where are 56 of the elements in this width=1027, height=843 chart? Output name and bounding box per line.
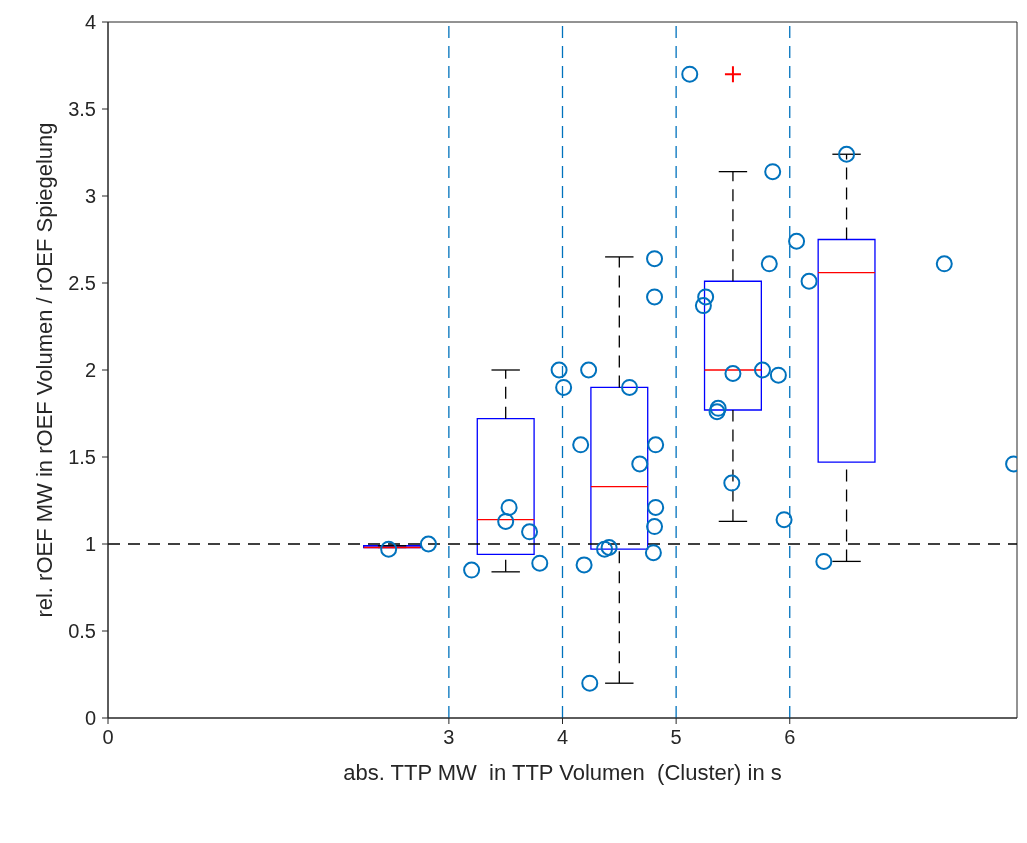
point — [681, 65, 699, 83]
y-tick-label: 3 — [84, 185, 96, 208]
point — [575, 556, 593, 574]
x-tick-label: 4 — [556, 726, 569, 749]
point — [550, 361, 568, 379]
point — [646, 518, 664, 536]
point — [380, 540, 398, 558]
point — [753, 361, 771, 379]
point — [769, 366, 787, 384]
point — [935, 255, 953, 273]
y-tick-label: 3.5 — [68, 98, 96, 121]
point — [709, 399, 727, 417]
point — [581, 674, 599, 692]
y-tick-label: 1 — [84, 533, 96, 556]
point — [800, 272, 818, 290]
point — [815, 552, 833, 570]
point — [697, 288, 715, 306]
point — [621, 378, 639, 396]
x-tick-label: 6 — [784, 726, 796, 749]
point — [760, 255, 778, 273]
point — [647, 436, 665, 454]
point — [775, 511, 793, 529]
point — [708, 403, 726, 421]
point — [838, 145, 856, 163]
point — [724, 364, 742, 382]
point — [572, 436, 590, 454]
y-tick-label: 4 — [84, 11, 96, 34]
point — [647, 498, 665, 516]
point — [555, 378, 573, 396]
point — [497, 512, 515, 530]
point — [580, 361, 598, 379]
point — [723, 474, 741, 492]
x-tick-label: 5 — [670, 726, 682, 749]
point — [500, 498, 518, 516]
point — [646, 250, 664, 268]
point — [631, 455, 649, 473]
point — [694, 297, 712, 315]
point — [764, 163, 782, 181]
x-axis-title: abs. TTP MW in TTP Volumen (Cluster) in s — [343, 760, 782, 785]
point — [521, 523, 539, 541]
x-tick-label: 0 — [102, 726, 114, 749]
point — [788, 232, 806, 250]
point — [419, 535, 437, 553]
y-axis-title: rel. rOEF MW in rOEF Volumen / rOEF Spiegelung — [32, 122, 57, 618]
point — [644, 544, 662, 562]
point — [463, 561, 481, 579]
x-tick-label: 3 — [443, 726, 455, 749]
y-tick-label: 1.5 — [68, 446, 96, 469]
y-tick-label: 2 — [84, 359, 96, 382]
point — [646, 288, 664, 306]
y-tick-label: 0 — [84, 707, 96, 730]
point — [596, 540, 614, 558]
y-tick-label: 0.5 — [68, 620, 96, 643]
y-tick-label: 2.5 — [68, 272, 96, 295]
point — [531, 554, 549, 572]
point — [600, 538, 618, 556]
